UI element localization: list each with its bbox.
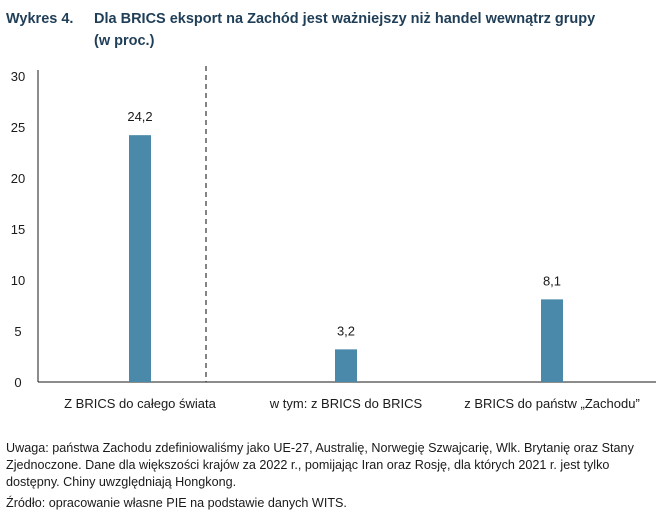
bar-chart: 0 5 10 15 20 25 30 24,2 Z BRICS do całego świata… (11, 66, 656, 411)
y-tick-label: 10 (11, 273, 25, 288)
data-label: 3,2 (337, 323, 355, 338)
figure-title-line-1: Dla BRICS eksport na Zachód jest ważniej… (94, 11, 596, 27)
data-label: 8,1 (543, 273, 561, 288)
y-tick-label: 20 (11, 171, 25, 186)
y-tick-label: 0 (14, 375, 21, 390)
chart-notes: Uwaga: państwa Zachodu zdefiniowaliśmy j… (6, 440, 658, 512)
x-tick-label: Z BRICS do całego świata (64, 396, 217, 411)
figure-title: Dla BRICS eksport na Zachód jest ważniej… (94, 8, 656, 52)
chart-remark: Uwaga: państwa Zachodu zdefiniowaliśmy j… (6, 441, 634, 489)
y-tick-label: 30 (11, 69, 25, 84)
y-tick-label: 25 (11, 120, 25, 135)
chart-title: Wykres 4. Dla BRICS eksport na Zachód je… (6, 8, 656, 52)
y-tick-label: 15 (11, 222, 25, 237)
bar (541, 299, 563, 382)
x-tick-label: z BRICS do państw „Zachodu” (464, 396, 640, 411)
chart-source: Źródło: opracowanie własne PIE na podsta… (6, 496, 347, 510)
figure-title-line-2: (w proc.) (94, 33, 155, 49)
data-label: 24,2 (127, 109, 152, 124)
x-tick-label: w tym: z BRICS do BRICS (269, 396, 423, 411)
bar (129, 135, 151, 382)
figure-label: Wykres 4. (6, 11, 74, 27)
chart-title-block: Wykres 4. Dla BRICS eksport na Zachód je… (6, 8, 656, 52)
y-tick-label: 5 (14, 324, 21, 339)
bar (335, 349, 357, 382)
